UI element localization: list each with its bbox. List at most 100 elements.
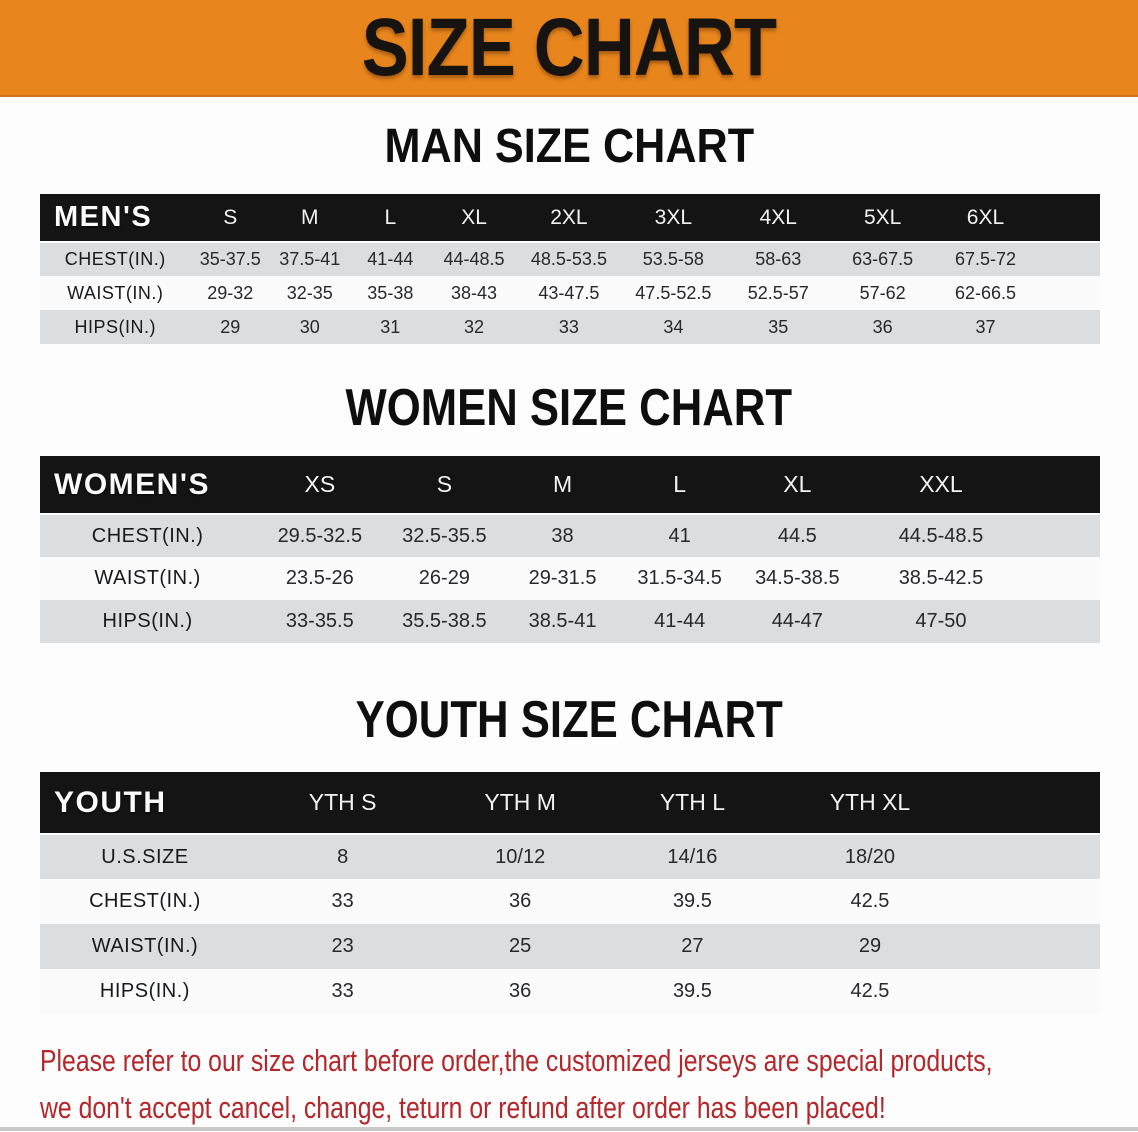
size-value-cell: 32-35	[286, 282, 333, 303]
row-header: HIPS(IN.)	[99, 980, 190, 1002]
size-value-cell: 33	[331, 980, 354, 1002]
size-value-cell: 38	[504, 513, 621, 557]
size-value-cell: 43-47.5	[538, 282, 600, 303]
page-title: SIZE CHART	[361, 1, 777, 93]
row-header: CHEST(IN.)	[89, 890, 201, 912]
size-value-cell: 41	[620, 513, 739, 557]
spacer-cell	[960, 969, 1100, 1014]
spacer-cell	[1036, 276, 1100, 310]
spacer-cell	[1036, 241, 1100, 276]
size-value-cell: 38.5-42.5	[898, 567, 984, 589]
spacer-cell	[1026, 557, 1100, 600]
size-value-cell: 44.5-48.5	[856, 513, 1026, 557]
spacer-cell	[960, 879, 1100, 924]
spacer-cell	[960, 833, 1100, 879]
size-value-cell: 35-37.5	[190, 241, 271, 276]
size-value-cell: 29-31.5	[528, 567, 597, 589]
row-header: WAIST(IN.)	[91, 935, 199, 957]
size-value-cell: 33	[558, 316, 579, 337]
row-header: WAIST(IN.)	[94, 567, 201, 589]
row-header: U.S.SIZE	[40, 833, 250, 879]
size-value-cell: 32	[464, 316, 485, 337]
size-value-cell: 42.5	[850, 890, 890, 912]
row-header: CHEST(IN.)	[40, 241, 191, 276]
size-value-cell: 67.5-72	[934, 241, 1037, 276]
size-value-cell: 39.5	[672, 890, 712, 912]
size-value-cell: 26-29	[418, 567, 470, 589]
women-chart-title: WOMEN SIZE CHART	[0, 382, 1138, 434]
women-waist-row: WAIST(IN.) 23.5-26 26-29 29-31.5 31.5-34…	[40, 557, 1100, 600]
size-value-cell: 29.5-32.5	[255, 513, 385, 557]
size-value-cell: 36	[872, 316, 893, 337]
size-value-cell: 37	[975, 316, 996, 337]
size-value-cell: 35.5-38.5	[402, 610, 487, 632]
youth-waist-row: WAIST(IN.) 23 25 27 29	[40, 924, 1100, 969]
size-value-cell: 41-44	[654, 610, 706, 632]
size-value-cell: 57-62	[859, 282, 906, 303]
men-chart-title: MAN SIZE CHART	[0, 123, 1138, 171]
size-value-cell: 32.5-35.5	[384, 513, 505, 557]
men-header-row: MEN'S S M L XL 2XL 3XL 4XL 5XL 6XL	[40, 194, 1100, 242]
spacer-cell	[1026, 600, 1100, 643]
column-header: L	[384, 205, 397, 229]
youth-size-table: YOUTH YTH S YTH M YTH L YTH XL U.S.SIZE …	[40, 772, 1100, 1014]
column-header: XL	[783, 471, 812, 497]
column-header: 4XL	[759, 205, 797, 229]
spacer-cell	[960, 772, 1100, 834]
size-value-cell: 33	[331, 890, 354, 912]
women-size-table: WOMEN'S XS S M L XL XXL CHEST(IN.) 29.5-…	[40, 456, 1100, 643]
disclaimer-line-2: we don't accept cancel, change, teturn o…	[40, 1090, 886, 1125]
column-header: XS	[304, 471, 336, 497]
size-value-cell: 29	[220, 316, 241, 337]
column-header: S	[436, 471, 453, 497]
youth-chart-title: YOUTH SIZE CHART	[0, 694, 1138, 746]
column-header: YTH S	[308, 789, 377, 815]
spacer-cell	[1025, 513, 1100, 557]
column-header: YTH XL	[829, 789, 911, 815]
women-header-row: WOMEN'S XS S M L XL XXL	[40, 456, 1100, 514]
size-value-cell: 30	[299, 316, 320, 337]
size-value-cell: 47-50	[915, 610, 967, 632]
youth-hips-row: HIPS(IN.) 33 36 39.5 42.5	[40, 969, 1100, 1014]
size-value-cell: 23.5-26	[285, 567, 354, 589]
size-value-cell: 18/20	[779, 833, 961, 879]
column-header: M	[301, 205, 319, 229]
disclaimer: Please refer to our size chart before or…	[40, 1037, 1100, 1131]
size-value-cell: 35-38	[367, 282, 414, 303]
size-value-cell: 44-48.5	[431, 241, 517, 276]
banner: SIZE CHART	[0, 0, 1138, 97]
column-header: L	[673, 471, 687, 497]
size-value-cell: 34	[663, 316, 684, 337]
men-waist-row: WAIST(IN.) 29-32 32-35 35-38 38-43 43-47…	[40, 276, 1100, 310]
spacer-cell	[1036, 310, 1100, 344]
size-value-cell: 44.5	[738, 513, 857, 557]
disclaimer-line-1: Please refer to our size chart before or…	[40, 1043, 993, 1078]
row-header: HIPS(IN.)	[74, 316, 157, 337]
size-value-cell: 37.5-41	[270, 241, 350, 276]
size-value-cell: 42.5	[850, 980, 890, 1002]
size-value-cell: 8	[249, 833, 436, 879]
column-header: 6XL	[966, 205, 1005, 229]
size-value-cell: 31.5-34.5	[637, 567, 722, 589]
row-header: HIPS(IN.)	[102, 610, 193, 632]
column-header: YTH M	[484, 789, 556, 815]
size-value-cell: 44-47	[771, 610, 823, 632]
size-value-cell: 47.5-52.5	[635, 282, 712, 303]
size-value-cell: 29	[858, 935, 882, 957]
men-chart-title-text: MAN SIZE CHART	[384, 120, 754, 173]
youth-ussize-row: U.S.SIZE 8 10/12 14/16 18/20	[40, 833, 1100, 879]
size-value-cell: 38.5-41	[528, 610, 597, 632]
photo-bottom-edge	[0, 1127, 1138, 1131]
size-value-cell: 33-35.5	[285, 610, 354, 632]
size-value-cell: 62-66.5	[954, 282, 1017, 303]
column-header: M	[552, 471, 573, 497]
column-header: XL	[461, 205, 487, 229]
women-table-corner-label: WOMEN'S	[54, 467, 210, 501]
size-value-cell: 35	[768, 316, 789, 337]
column-header: YTH L	[659, 789, 725, 815]
column-header: XXL	[919, 471, 963, 497]
size-value-cell: 29-32	[207, 282, 254, 303]
size-value-cell: 10/12	[435, 833, 605, 879]
size-value-cell: 25	[509, 935, 532, 957]
men-hips-row: HIPS(IN.) 29 30 31 32 33 34 35 36 37	[40, 310, 1100, 344]
